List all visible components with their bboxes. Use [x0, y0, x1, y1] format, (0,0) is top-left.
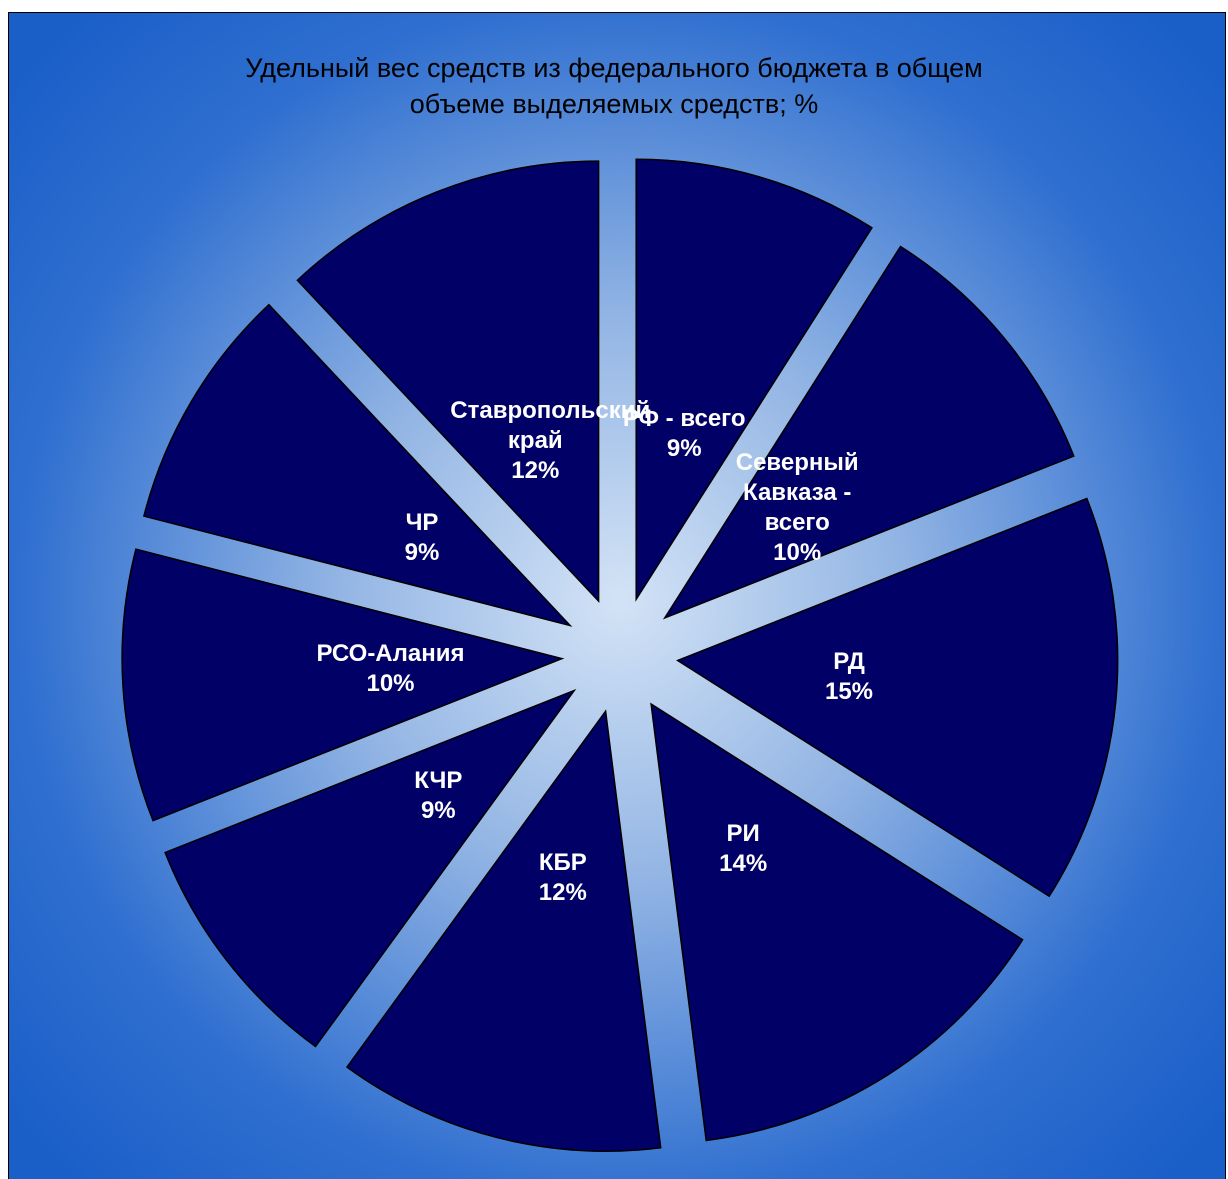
slice-label-7: РСО-Алания 10%	[281, 639, 501, 699]
pie-slice-4	[650, 702, 1024, 1142]
slice-label-2: Северный Кавказа - всего 10%	[712, 448, 882, 568]
slice-value: 9%	[420, 797, 456, 824]
slice-label-5: КБР 12%	[453, 848, 673, 908]
slice-name: КБР	[538, 848, 587, 876]
slice-label-6: КЧР 9%	[328, 766, 548, 826]
slice-label-8: ЧР 9%	[312, 508, 532, 568]
slice-value: 15%	[824, 677, 874, 705]
pie-slice-2	[662, 245, 1075, 620]
slice-name: Ставропольский край	[450, 397, 651, 455]
slice-label-9: Ставропольский край 12%	[450, 396, 651, 486]
slice-name: Северный Кавказа - всего	[735, 449, 859, 537]
slice-label-3: РД 15%	[739, 647, 959, 707]
slice-value: 10%	[773, 539, 822, 567]
pie-slice-8	[142, 303, 573, 627]
slice-value: 9%	[666, 435, 702, 463]
pie-slice-5	[345, 709, 662, 1152]
slice-value: 9%	[404, 538, 440, 566]
slice-name: КЧР	[414, 767, 463, 794]
slice-label-4: РИ 14%	[633, 819, 853, 879]
slice-name: РИ	[726, 820, 760, 848]
slice-value: 12%	[511, 457, 560, 485]
chart-title-line-2: объеме выделяемых средств; %	[409, 89, 819, 119]
slice-value: 14%	[719, 850, 768, 878]
slice-label-1: РФ - всего 9%	[574, 404, 794, 464]
slice-name: ЧР	[405, 508, 439, 536]
pie-slice-3	[676, 497, 1119, 898]
chart-title: Удельный вес средств из федерального бюд…	[0, 50, 1228, 122]
pie-slice-7	[121, 548, 565, 822]
slice-name: РФ - всего	[622, 405, 746, 433]
chart-area	[8, 12, 1226, 1179]
pie-slice-1	[635, 158, 873, 602]
slice-value: 10%	[366, 670, 415, 698]
slice-name: РСО-Алания	[316, 640, 465, 668]
chart-title-line-1: Удельный вес средств из федерального бюд…	[245, 53, 983, 83]
slice-name: РД	[833, 647, 865, 675]
pie-slice-9	[296, 160, 600, 603]
pie-slice-6	[164, 688, 577, 1048]
slice-value: 12%	[538, 878, 587, 906]
